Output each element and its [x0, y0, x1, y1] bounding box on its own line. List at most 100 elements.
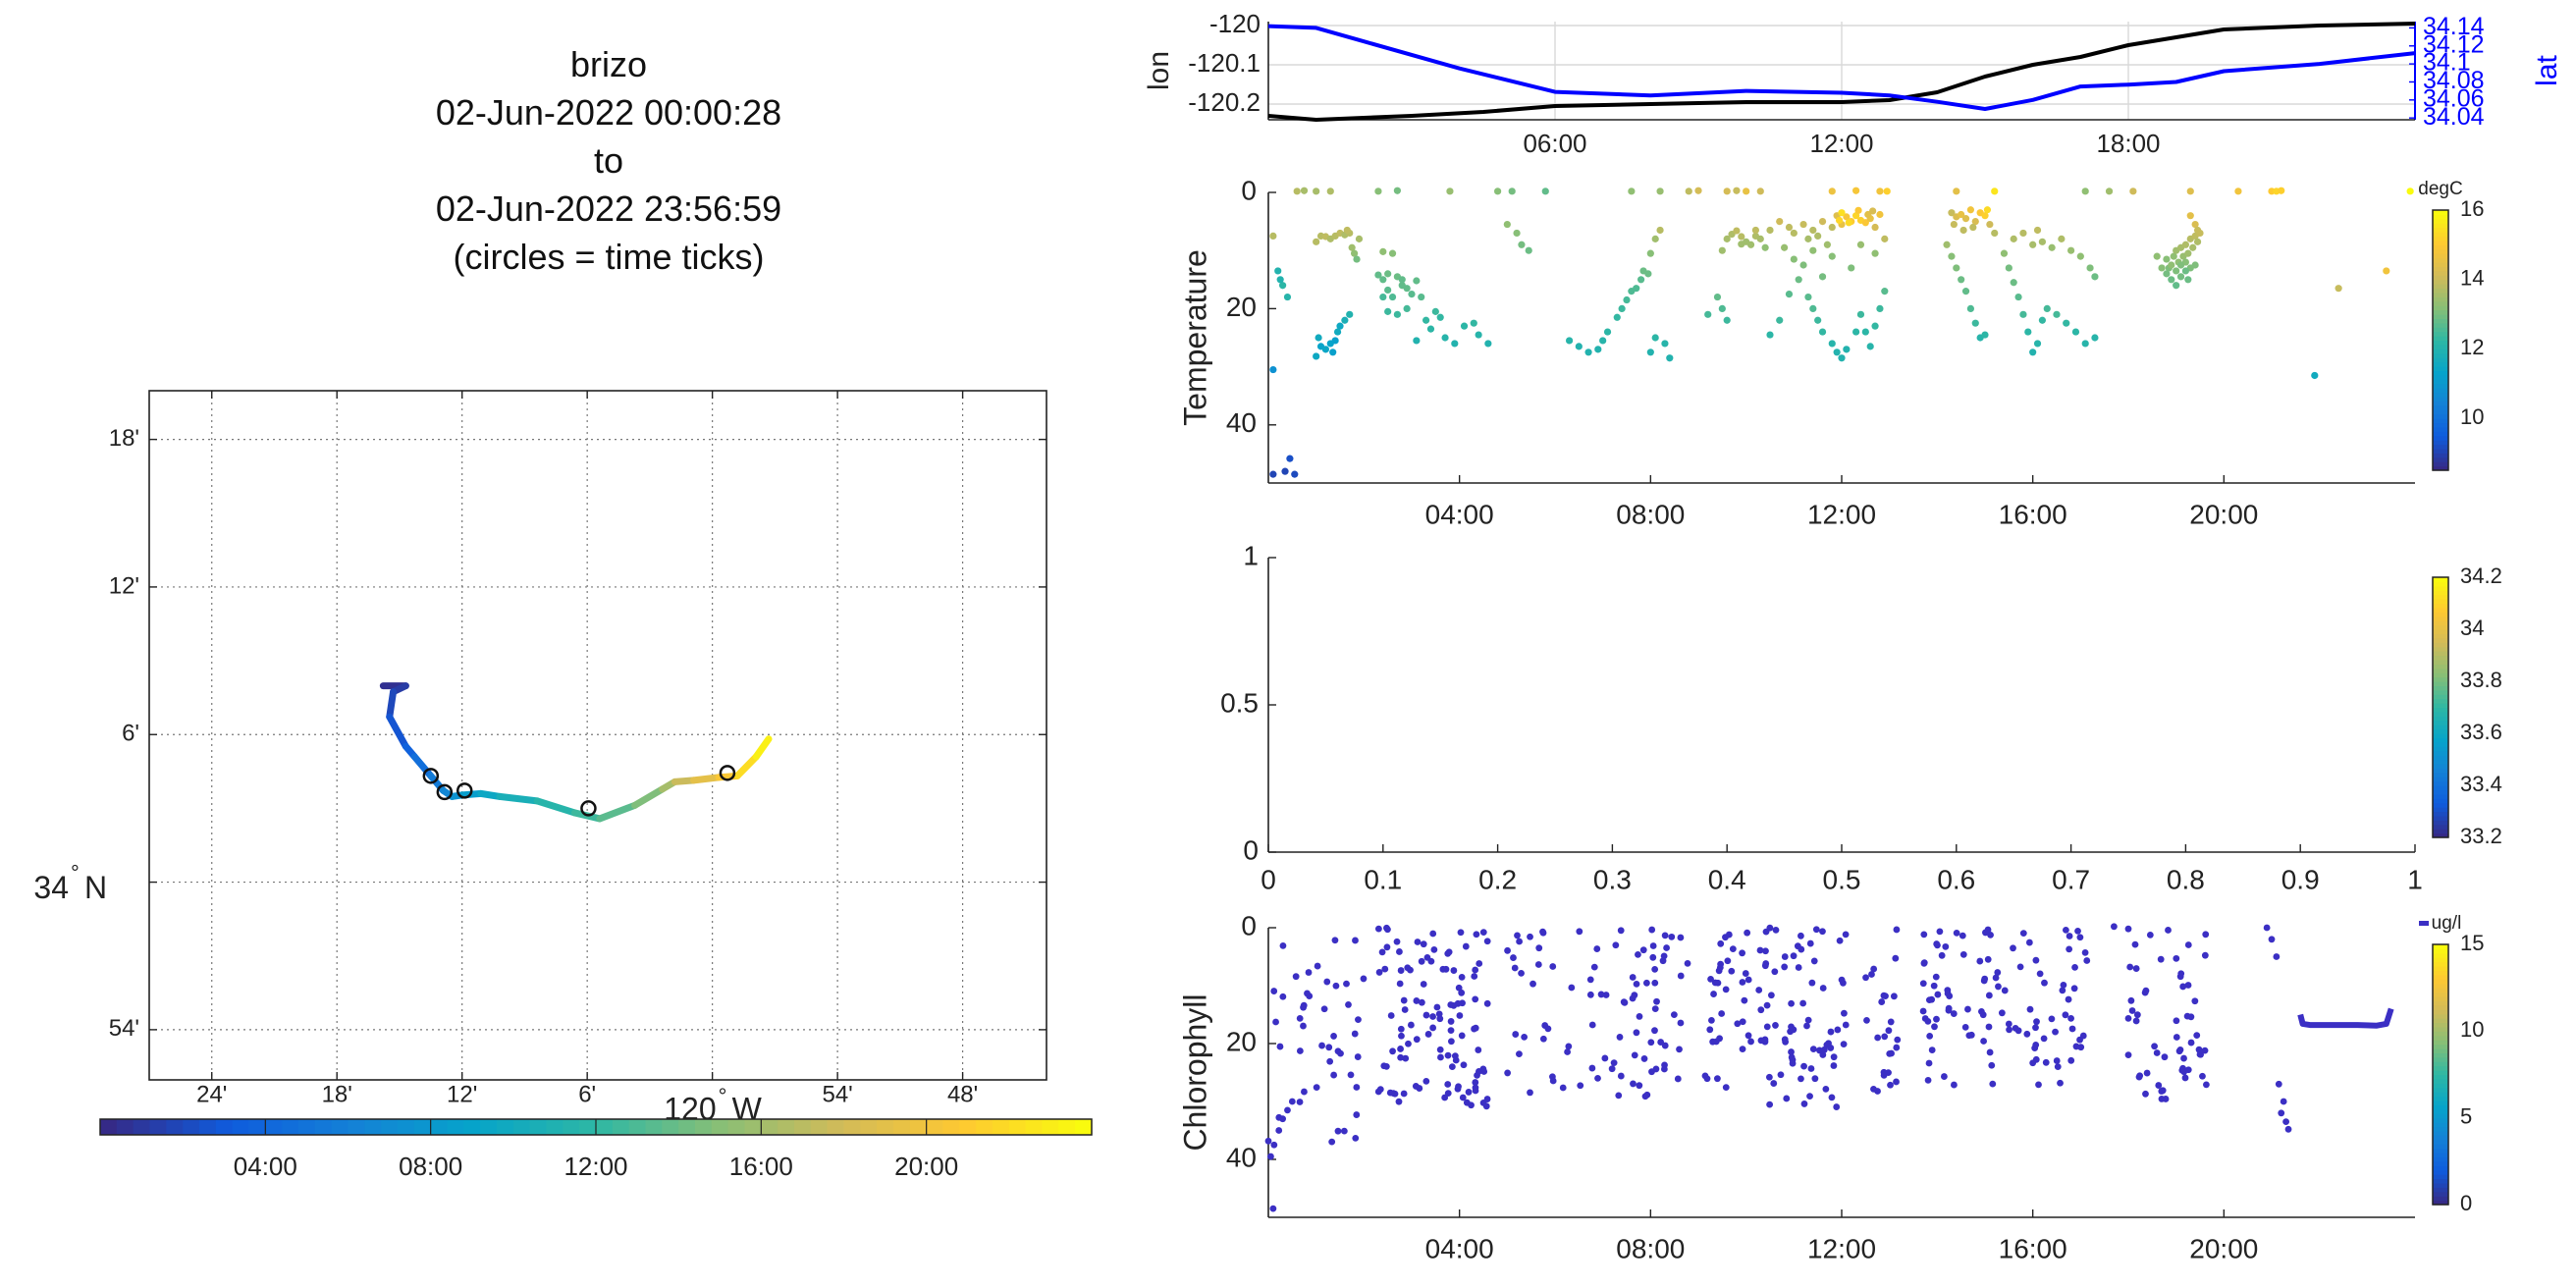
temperature-point: [2014, 293, 2022, 301]
salinity-colorbar-swatch: [2433, 728, 2448, 734]
temperature-point: [1856, 241, 1865, 248]
chlorophyll-point: [1706, 1026, 1714, 1034]
chlorophyll-colorbar-swatch: [2433, 1040, 2448, 1046]
temperature-point: [2010, 235, 2017, 242]
temperature-point: [2081, 340, 2089, 348]
chlorophyll-colorbar-swatch: [2433, 1056, 2448, 1062]
chlorophyll-point: [1396, 980, 1404, 988]
chlorophyll-point: [1722, 1084, 1730, 1092]
chlorophyll-point: [1418, 998, 1425, 1006]
map-track-segment: [386, 713, 409, 750]
chlorophyll-point: [1874, 1034, 1882, 1042]
temperature-point: [1286, 455, 1294, 462]
chlorophyll-point: [1279, 1115, 1286, 1123]
salinity-colorbar-swatch: [2433, 755, 2448, 761]
temperature-point: [1814, 232, 1822, 240]
chlorophyll-colorbar-swatch: [2433, 970, 2448, 976]
temperature-point: [2181, 241, 2189, 248]
chlorophyll-point: [1674, 1075, 1682, 1083]
temperature-point: [1575, 343, 1583, 350]
chlorophyll-point: [1332, 982, 1340, 990]
map-tick-label-y-hemisphere: N: [84, 870, 107, 905]
chlorophyll-point: [1708, 1016, 1715, 1024]
temperature-colorbar-swatch: [2433, 248, 2448, 254]
chlorophyll-point: [1539, 1035, 1547, 1043]
temperature-colorbar-swatch: [2433, 232, 2448, 238]
map-colorbar-swatch: [877, 1119, 894, 1135]
temperature-tick-label-y: 40: [1226, 407, 1257, 438]
chlorophyll-point: [2165, 927, 2172, 934]
chlorophyll-point: [1964, 1005, 1971, 1013]
temperature-point: [1348, 243, 1356, 251]
map-colorbar-swatch: [166, 1119, 184, 1135]
chlorophyll-point: [1744, 976, 1752, 984]
map-colorbar-swatch: [133, 1119, 151, 1135]
temperature-point: [1776, 218, 1784, 226]
chlorophyll-point: [1651, 1027, 1658, 1035]
lonlat-tick-label-y-left: -120.2: [1188, 87, 1261, 117]
chlorophyll-point: [1330, 1033, 1337, 1040]
chlorophyll-colorbar-swatch: [2433, 1026, 2448, 1032]
chlorophyll-point: [2193, 1032, 2201, 1040]
chlorophyll-point: [1397, 967, 1405, 974]
temperature-colorbar-swatch: [2433, 418, 2448, 424]
chlorophyll-point: [1616, 1034, 1624, 1041]
temperature-point: [1871, 322, 1879, 330]
map-colorbar-tick-label: 20:00: [894, 1152, 958, 1181]
temperature-point: [2081, 188, 2089, 195]
temperature-tick-label-x: 12:00: [1807, 499, 1876, 529]
chlorophyll-point: [1448, 1063, 1456, 1071]
temperature-point: [1723, 188, 1731, 195]
temperature-point: [1446, 188, 1454, 195]
chlorophyll-point: [1516, 938, 1524, 945]
map-colorbar-swatch: [364, 1119, 382, 1135]
chlorophyll-point: [1389, 1047, 1396, 1055]
lonlat-tick-label-y-left: -120.1: [1188, 48, 1261, 78]
map-colorbar-swatch: [579, 1119, 597, 1135]
chlorophyll-point: [1783, 1095, 1791, 1102]
temperature-point: [1991, 229, 1999, 238]
chlorophyll-point: [1882, 993, 1889, 999]
chlorophyll-point: [2023, 1030, 2031, 1038]
chlorophyll-point: [2136, 1072, 2144, 1080]
chlorophyll-colorbar-swatch: [2433, 1165, 2448, 1171]
chlorophyll-point: [1407, 1021, 1415, 1029]
salinity-tick-label-x: 1: [2407, 864, 2423, 894]
temperature-point: [1828, 340, 1836, 348]
chlorophyll-point: [1950, 1010, 1958, 1017]
temperature-point: [1313, 238, 1320, 245]
chlorophyll-point: [1447, 1018, 1455, 1025]
chlorophyll-point: [1892, 954, 1900, 962]
chlorophyll-point: [1765, 1073, 1773, 1081]
chlorophyll-point: [1593, 945, 1601, 952]
chlorophyll-colorbar-swatch: [2433, 974, 2448, 980]
chlorophyll-point: [1633, 981, 1640, 988]
chlorophyll-point: [2059, 987, 2066, 994]
map-colorbar-swatch: [778, 1119, 795, 1135]
chlorophyll-colorbar-swatch: [2433, 1174, 2448, 1180]
chlorophyll-point: [1395, 1098, 1403, 1105]
chlorophyll-point: [1400, 1090, 1408, 1098]
map-colorbar-swatch: [100, 1119, 118, 1135]
temperature-point: [2043, 304, 2051, 312]
chlorophyll-point: [1777, 1071, 1785, 1079]
salinity-colorbar-swatch: [2433, 820, 2448, 826]
temperature-tick-label-x: 20:00: [2189, 499, 2258, 529]
temperature-point: [1633, 285, 1640, 293]
chlorophyll-point: [1711, 979, 1719, 987]
chlorophyll-point: [1885, 1027, 1893, 1035]
chlorophyll-colorbar-swatch: [2433, 1083, 2448, 1089]
chlorophyll-point: [1810, 957, 1818, 965]
salinity-colorbar-swatch: [2433, 585, 2448, 591]
chlorophyll-point: [1412, 1083, 1420, 1090]
temperature-point: [2184, 276, 2192, 284]
chlorophyll-point: [2187, 1039, 2195, 1046]
chlorophyll-point: [1272, 1018, 1279, 1026]
chlorophyll-colorbar-swatch: [2433, 1130, 2448, 1136]
temperature-point: [1953, 264, 1960, 272]
temperature-point: [2033, 340, 2042, 348]
temperature-point: [1861, 219, 1869, 227]
map-colorbar-swatch: [596, 1119, 614, 1135]
chlorophyll-point: [2201, 951, 2209, 959]
chlorophyll-point: [1516, 1050, 1523, 1058]
